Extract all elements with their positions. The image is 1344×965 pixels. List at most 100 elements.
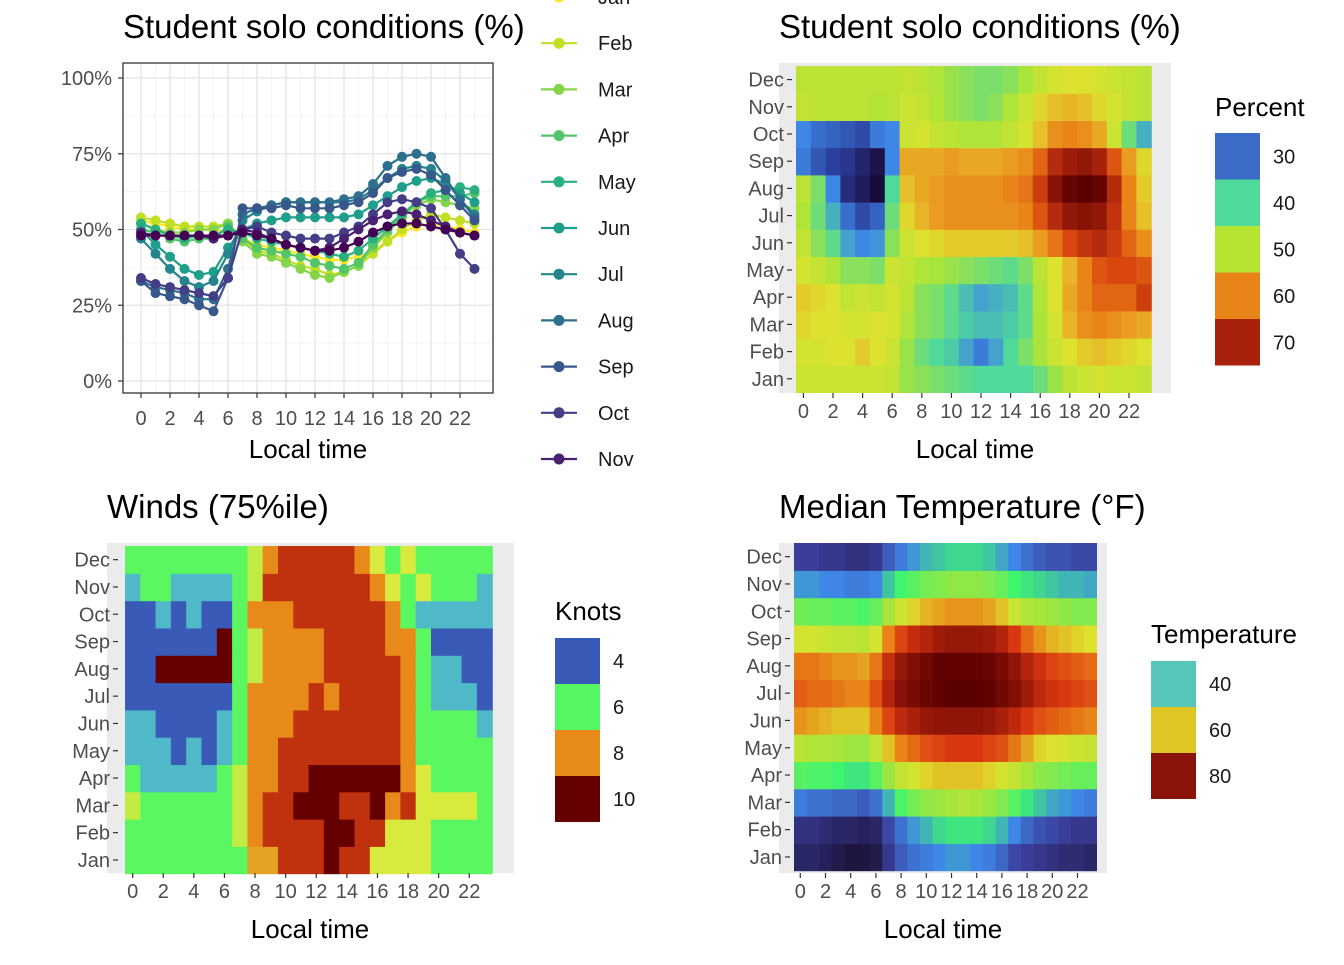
temperature-heatmap-cell — [1008, 816, 1022, 844]
solo-heatmap-cell — [1136, 256, 1152, 285]
solo-heatmap-cell — [1092, 229, 1108, 257]
solo-heatmap-cell — [899, 283, 915, 312]
temperature-heatmap-y-tick-label: Nov — [746, 574, 782, 596]
solo-heatmap-cell — [825, 202, 841, 230]
temperature-heatmap-cell — [957, 788, 971, 817]
winds-heatmap-cell — [125, 655, 141, 684]
solo-heatmap-cell — [1047, 147, 1063, 176]
solo-heatmap-cell — [958, 202, 975, 230]
winds-heatmap-cell — [125, 791, 141, 820]
solo-heatmap-cell — [899, 120, 915, 149]
solo-heatmap-cell — [929, 93, 945, 121]
winds-heatmap-y-tick-label: Apr — [79, 768, 110, 790]
solo-heatmap-cell — [1062, 310, 1078, 339]
winds-heatmap-cell — [293, 709, 310, 738]
solo-heatmap-cell — [973, 174, 989, 203]
solo-heatmap-cell — [840, 120, 856, 149]
temperature-heatmap-cell — [932, 843, 946, 872]
winds-heatmap-cell — [293, 737, 310, 765]
solo-heatmap-cell — [840, 147, 856, 176]
temperature-heatmap-cell — [857, 624, 871, 653]
temperature-heatmap-cell — [945, 624, 959, 653]
temperature-heatmap-cell — [1020, 624, 1034, 653]
winds-heatmap-cell — [323, 846, 340, 875]
temperature-heatmap-cell — [1071, 816, 1085, 844]
solo-heatmap-y-tick-label: Jun — [752, 233, 784, 255]
winds-heatmap-cell — [186, 682, 203, 711]
series-point-dec — [295, 242, 306, 253]
solo-heatmap-cell — [914, 310, 930, 339]
temperature-heatmap-cell — [920, 597, 934, 626]
winds-heatmap-cell — [415, 573, 432, 602]
series-point-aug — [368, 179, 378, 190]
temperature-heatmap-cell — [831, 543, 845, 571]
winds-heatmap-legend-swatch — [555, 730, 600, 776]
series-point-jun — [295, 212, 306, 223]
winds-heatmap-legend-label: 4 — [613, 651, 624, 673]
series-point-aug — [397, 151, 407, 162]
winds-heatmap-cell — [186, 709, 203, 738]
temperature-heatmap-cell — [983, 843, 997, 872]
winds-heatmap-cell — [308, 764, 325, 793]
winds-heatmap-cell — [232, 737, 248, 765]
percent-legend-title: Percent — [1215, 92, 1305, 122]
temperature-heatmap-cell — [844, 570, 858, 599]
winds-heatmap-cell — [476, 600, 493, 629]
winds-heatmap-cell — [476, 655, 493, 684]
solo-heatmap-cell — [899, 256, 915, 285]
temperature-heatmap-cell — [995, 597, 1009, 626]
winds-heatmap-cell — [400, 573, 417, 602]
winds-heatmap-cell — [247, 655, 264, 684]
solo-heatmap-cell — [870, 310, 886, 339]
solo-heatmap-cell — [1077, 202, 1093, 230]
temperature-heatmap-cell — [806, 706, 820, 735]
winds-heatmap-cell — [400, 737, 417, 765]
winds-heatmap-cell — [262, 737, 279, 765]
temperature-heatmap-x-tick-label: 10 — [915, 881, 937, 903]
solo-line-x-tick-label: 22 — [449, 408, 471, 430]
temperature-heatmap-cell — [1046, 706, 1060, 735]
temperature-heatmap-cell — [932, 679, 946, 708]
temperature-heatmap-cell — [945, 843, 959, 872]
solo-heatmap-cell — [1018, 174, 1034, 203]
solo-heatmap-cell — [870, 283, 886, 312]
series-point-sep — [397, 166, 407, 177]
winds-heatmap-cell — [125, 627, 141, 656]
solo-heatmap-cell — [1092, 202, 1108, 230]
solo-heatmap-cell — [1062, 338, 1078, 366]
series-point-dec — [324, 245, 335, 256]
solo-heatmap-cell — [988, 283, 1004, 312]
winds-heatmap-cell — [293, 682, 310, 711]
series-point-mar — [310, 269, 320, 280]
series-point-apr — [295, 251, 306, 262]
solo-heatmap-cell — [825, 338, 841, 366]
solo-heatmap-cell — [1136, 147, 1152, 176]
solo-heatmap-cell — [1003, 147, 1019, 176]
temperature-heatmap-cell — [920, 734, 934, 762]
temperature-heatmap-cell — [894, 843, 908, 872]
solo-heatmap-cell — [840, 283, 856, 312]
temperature-heatmap-cell — [945, 570, 959, 599]
temperature-heatmap-x-tick-label: 2 — [820, 881, 831, 903]
series-point-jun — [339, 212, 349, 223]
temperature-heatmap-cell — [894, 679, 908, 708]
temperature-heatmap-cell — [869, 543, 883, 571]
solo-heatmap-cell — [929, 147, 945, 176]
solo-heatmap-cell — [914, 66, 930, 94]
winds-heatmap-cell — [461, 709, 478, 738]
temperature-heatmap-cell — [1058, 706, 1072, 735]
solo-heatmap-cell — [944, 256, 960, 285]
solo-heatmap-cell — [1032, 256, 1049, 285]
winds-heatmap-cell — [278, 764, 294, 793]
temperature-x-axis-title: Local time — [884, 914, 1003, 944]
temperature-heatmap-cell — [819, 543, 833, 571]
temperature-heatmap-legend-swatch — [1151, 707, 1196, 753]
temperature-heatmap-cell — [1083, 706, 1097, 735]
solo-heatmap-legend-label: 40 — [1273, 193, 1295, 215]
temperature-heatmap-cell — [1046, 679, 1060, 708]
temperature-heatmap-x-tick-label: 22 — [1066, 881, 1088, 903]
temperature-heatmap-cell — [945, 652, 959, 681]
solo-line-y-tick-label: 100% — [61, 68, 112, 90]
temperature-heatmap-cell — [844, 734, 858, 762]
series-point-feb — [150, 215, 161, 226]
